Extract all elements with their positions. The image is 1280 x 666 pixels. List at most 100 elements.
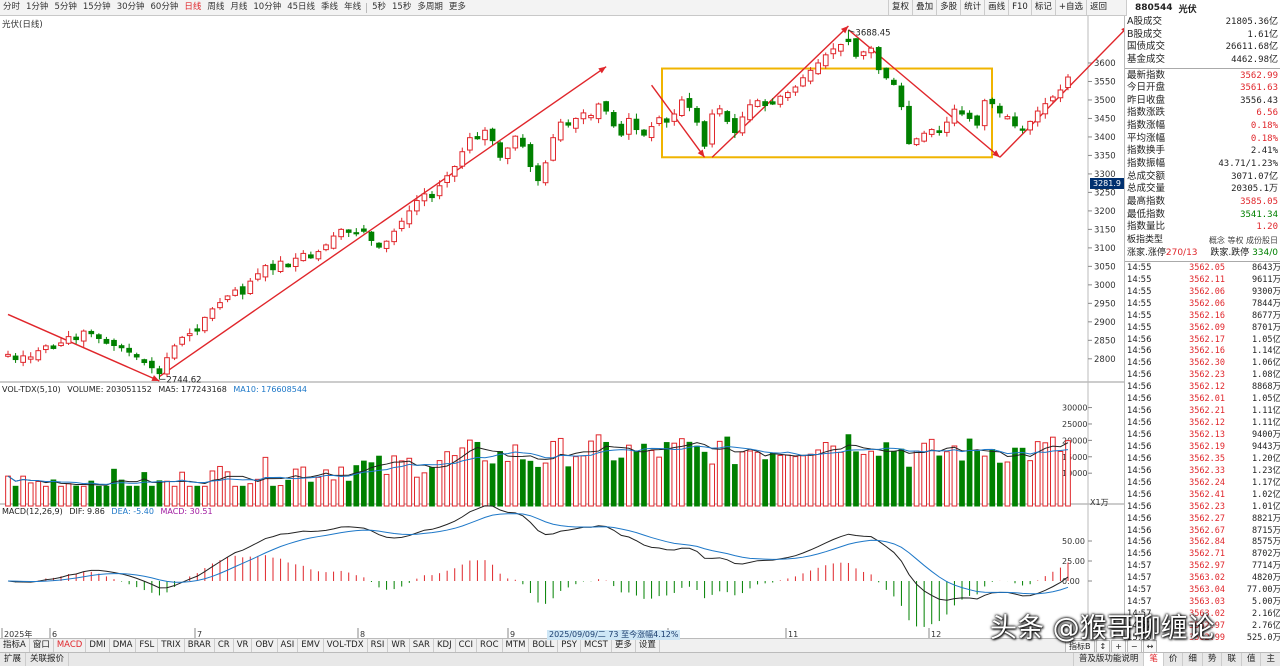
indicator-tab-10[interactable]: OBV — [252, 639, 278, 652]
period-tab-15[interactable]: 多周期 — [417, 2, 443, 12]
period-tab-9[interactable]: 10分钟 — [253, 2, 282, 12]
period-tab-0[interactable]: 分时 — [3, 2, 21, 12]
tick-row[interactable]: 14:56 3562.30 1.06亿 — [1125, 358, 1280, 370]
indicator-tab-11[interactable]: ASI — [278, 639, 299, 652]
tick-row[interactable]: 14:55 3562.09 8701万 — [1125, 323, 1280, 335]
tick-row[interactable]: 15:00 3562.99 525.0万 — [1125, 633, 1280, 645]
tool-button-4[interactable]: 画线 — [984, 0, 1008, 15]
indicator-tab-0[interactable]: 指标A — [0, 639, 30, 652]
tick-row[interactable]: 14:56 3562.23 1.01亿 — [1125, 502, 1280, 514]
indicator-tab-20[interactable]: MTM — [503, 639, 530, 652]
tick-row[interactable]: 14:55 3562.06 9300万 — [1125, 287, 1280, 299]
bottom-right-tab-3[interactable]: 细 — [1182, 653, 1202, 666]
period-tab-11[interactable]: 季线 — [321, 2, 339, 12]
bottom-right-tab-1[interactable]: 笔 — [1143, 653, 1163, 666]
tick-row[interactable]: 14:57 3562.97 2.76亿 — [1125, 621, 1280, 633]
indicator-tab-4[interactable]: DMA — [110, 639, 137, 652]
period-tab-2[interactable]: 5分钟 — [54, 2, 77, 12]
period-tab-14[interactable]: 15秒 — [392, 2, 412, 12]
period-tab-12[interactable]: 年线 — [344, 2, 362, 12]
period-tab-16[interactable]: 更多 — [448, 2, 466, 12]
period-tab-5[interactable]: 60分钟 — [150, 2, 179, 12]
indicator-tab-18[interactable]: CCI — [456, 639, 477, 652]
tick-row[interactable]: 14:55 3562.06 7844万 — [1125, 299, 1280, 311]
tick-row[interactable]: 14:56 3562.67 8715万 — [1125, 526, 1280, 538]
bottom-right-tab-7[interactable]: 主 — [1260, 653, 1280, 666]
tick-row[interactable]: 14:56 3562.19 9443万 — [1125, 442, 1280, 454]
indicator-tab-9[interactable]: VR — [234, 639, 253, 652]
tool-button-2[interactable]: 多股 — [936, 0, 960, 15]
tick-row[interactable]: 14:56 3562.12 8868万 — [1125, 382, 1280, 394]
tick-row[interactable]: 14:56 3562.71 8702万 — [1125, 549, 1280, 561]
bottom-right-tab-0[interactable]: 普及版功能说明 — [1072, 653, 1144, 666]
tick-row[interactable]: 14:56 3562.84 8575万 — [1125, 537, 1280, 549]
indicator-tab-22[interactable]: PSY — [558, 639, 581, 652]
tick-row[interactable]: 14:56 3562.21 1.11亿 — [1125, 406, 1280, 418]
tick-row[interactable]: 14:55 3562.16 8677万 — [1125, 311, 1280, 323]
indicator-tab-16[interactable]: SAR — [410, 639, 434, 652]
period-tab-13[interactable]: 5秒 — [372, 2, 386, 12]
bottom-right-tab-6[interactable]: 值 — [1240, 653, 1261, 666]
tick-row[interactable]: 14:56 3562.01 1.05亿 — [1125, 394, 1280, 406]
indicator-tab-15[interactable]: WR — [388, 639, 410, 652]
indicator-tab-8[interactable]: CR — [215, 639, 234, 652]
kline-chart-area[interactable]: 2800 2850 2900 2950 3000 3050 3100 3150 3200 3250… — [0, 16, 1124, 638]
bottom-tab-1[interactable]: 关联报价 — [26, 653, 70, 666]
indicator-tab-7[interactable]: BRAR — [185, 639, 215, 652]
tool-button-5[interactable]: F10 — [1008, 0, 1031, 15]
period-tab-6[interactable]: 日线 — [184, 2, 202, 12]
tick-list[interactable]: 14:55 3562.05 8643万 14:55 3562.11 9611万 14:55 3… — [1125, 263, 1280, 645]
tick-row[interactable]: 14:56 3562.27 8821万 — [1125, 514, 1280, 526]
tick-row[interactable]: 14:56 3562.12 1.11亿 — [1125, 418, 1280, 430]
indicator-tab-17[interactable]: KDJ — [434, 639, 456, 652]
tick-row[interactable]: 14:56 3562.33 1.23亿 — [1125, 466, 1280, 478]
bottom-right-tab-4[interactable]: 势 — [1201, 653, 1222, 666]
tick-row[interactable]: 14:56 3562.24 1.17亿 — [1125, 478, 1280, 490]
indicator-tab-19[interactable]: ROC — [477, 639, 503, 652]
period-tab-4[interactable]: 30分钟 — [116, 2, 145, 12]
indicator-tab-21[interactable]: BOLL — [529, 639, 559, 652]
indicator-tab-2[interactable]: MACD — [54, 639, 87, 652]
tick-row[interactable]: 14:56 3562.41 1.02亿 — [1125, 490, 1280, 502]
period-tab-3[interactable]: 15分钟 — [82, 2, 111, 12]
indicator-tab-3[interactable]: DMI — [86, 639, 110, 652]
tool-button-1[interactable]: 叠加 — [912, 0, 936, 15]
tick-row[interactable]: 14:56 3562.23 1.08亿 — [1125, 370, 1280, 382]
period-tab-10[interactable]: 45日线 — [287, 2, 316, 12]
tick-row[interactable]: 14:56 3562.17 1.05亿 — [1125, 335, 1280, 347]
indicator-tab-25[interactable]: 设置 — [636, 639, 660, 652]
bottom-tab-0[interactable]: 扩展 — [0, 653, 27, 666]
tick-row[interactable]: 14:57 3563.02 2.16亿 — [1125, 609, 1280, 621]
bottom-right-tab-5[interactable]: 联 — [1221, 653, 1241, 666]
tick-row[interactable]: 14:57 3563.04 77.00万 — [1125, 585, 1280, 597]
indicator-tab-14[interactable]: RSI — [368, 639, 389, 652]
indicator-tab-13[interactable]: VOL-TDX — [324, 639, 368, 652]
tick-row[interactable]: 14:56 3562.35 1.20亿 — [1125, 454, 1280, 466]
indicator-tab-1[interactable]: 窗口 — [30, 639, 54, 652]
tool-button-3[interactable]: 统计 — [960, 0, 984, 15]
kline-chart[interactable]: 2800 2850 2900 2950 3000 3050 3100 3150 3200 3250… — [0, 16, 1124, 638]
indicator-tab-24[interactable]: 更多 — [612, 639, 636, 652]
tick-row[interactable]: 14:55 3562.11 9611万 — [1125, 275, 1280, 287]
period-tab-1[interactable]: 1分钟 — [26, 2, 49, 12]
tick-row[interactable]: 14:56 3562.13 9400万 — [1125, 430, 1280, 442]
tool-button-8[interactable]: 返回 — [1085, 0, 1110, 15]
tick-row[interactable]: 14:56 3562.16 1.14亿 — [1125, 346, 1280, 358]
tool-button-7[interactable]: +自选 — [1054, 0, 1086, 15]
indicator-tab-23[interactable]: MCST — [581, 639, 612, 652]
tick-row[interactable]: 14:57 3563.02 4820万 — [1125, 573, 1280, 585]
chart-tools: 复权 叠加 多股 统计 画线 F10 标记 +自选 返回 — [888, 0, 1110, 15]
indicator-tab-6[interactable]: TRIX — [158, 639, 185, 652]
period-tab-7[interactable]: 周线 — [207, 2, 225, 12]
board-type-options[interactable]: 概念 等权 成份股日 — [1208, 235, 1278, 245]
indicator-tab-12[interactable]: EMV — [298, 639, 324, 652]
tick-row[interactable]: 14:57 3563.03 5.00万 — [1125, 597, 1280, 609]
tool-button-0[interactable]: 复权 — [888, 0, 912, 15]
tick-row[interactable]: 14:55 3562.05 8643万 — [1125, 263, 1280, 275]
candle-body — [603, 101, 609, 112]
bottom-right-tab-2[interactable]: 价 — [1162, 653, 1183, 666]
indicator-tab-5[interactable]: FSL — [136, 639, 159, 652]
tick-row[interactable]: 14:57 3562.97 7714万 — [1125, 561, 1280, 573]
period-tab-8[interactable]: 月线 — [230, 2, 248, 12]
tool-button-6[interactable]: 标记 — [1030, 0, 1055, 15]
